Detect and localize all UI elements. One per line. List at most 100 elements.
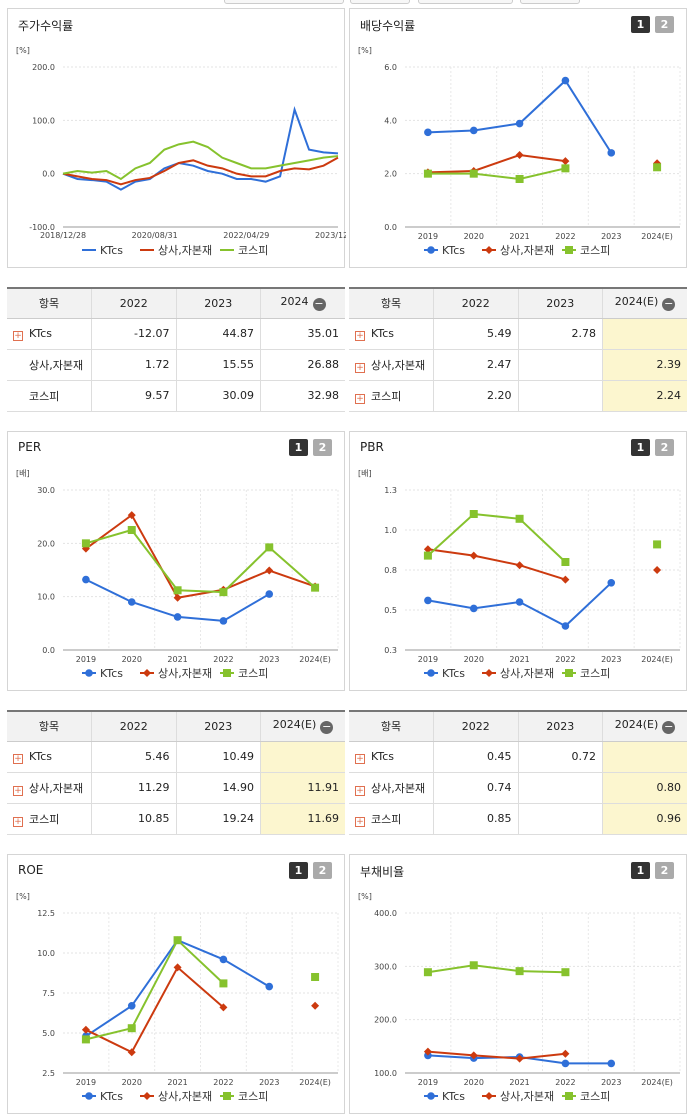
data-point [515, 119, 524, 128]
tab-2[interactable]: 2 [313, 439, 332, 456]
panel-title: PBR [360, 440, 384, 454]
expand-icon[interactable]: + [355, 785, 365, 796]
column-header: 2023 [175, 288, 261, 319]
series-line [427, 548, 566, 581]
tab-2[interactable]: 2 [655, 862, 674, 879]
legend-label: 상사,자본재 [500, 244, 554, 257]
stock-return-panel: 주가수익률 [%] 200.0 100.0 0.0 -100.0 2018/12/28 20… [7, 8, 346, 269]
data-point [469, 551, 478, 560]
dividend-yield-chart: [%] 6.0 4.0 2.0 0.0 2019 2020 2021 2022 2023 2024(… [350, 37, 688, 269]
tab-2[interactable]: 2 [655, 439, 674, 456]
expand-icon[interactable]: + [355, 753, 365, 764]
y-tick-label: 5.0 [42, 1029, 55, 1038]
series-line [85, 938, 225, 1041]
row-label: + KTcs [349, 741, 434, 773]
y-tick-label: 2.5 [42, 1069, 55, 1078]
toolbar-button[interactable] [418, 0, 513, 4]
expand-icon[interactable]: + [13, 785, 23, 796]
legend-marker [427, 246, 435, 254]
collapse-icon[interactable]: − [312, 297, 326, 312]
x-tick-label: 2022 [555, 232, 575, 241]
x-tick-label: 2019 [418, 1078, 438, 1087]
chart-svg: [배] 30.0 20.0 10.0 0.0 2019 2020 2021 2022 2023 20… [16, 469, 339, 680]
x-tick-label: 2023 [601, 232, 621, 241]
data-point [173, 936, 182, 945]
data-point [607, 149, 616, 157]
data-point [515, 1054, 524, 1063]
table-row: 코스피 9.57 30.09 32.98 [7, 380, 345, 412]
y-tick-label: 0.0 [42, 170, 55, 179]
legend-label: KTcs [100, 1090, 123, 1103]
row-label: + 상사,자본재 [349, 772, 434, 804]
table-row: + 상사,자본재 0.74 0.80 [349, 772, 687, 804]
collapse-icon[interactable]: − [662, 720, 676, 735]
expand-icon[interactable]: + [355, 816, 365, 827]
y-tick-label: 6.0 [384, 63, 397, 72]
tab-1[interactable]: 1 [631, 16, 650, 33]
chart-svg: [%] 12.5 10.0 7.5 5.0 2.5 2019 2020 2021 2022 2023… [16, 892, 339, 1103]
legend-marker [485, 246, 493, 254]
data-point [424, 596, 432, 605]
series-1 [423, 151, 662, 177]
data-point [219, 617, 228, 625]
toolbar-button[interactable] [224, 0, 344, 4]
table-header-row: 항목 2022 2023 2024− [7, 288, 345, 319]
stock-return-chart: [%] 200.0 100.0 0.0 -100.0 2018/12/28 2020/08/… [8, 37, 346, 269]
row-label: 상사,자본재 [7, 349, 92, 381]
collapse-icon[interactable]: − [320, 720, 334, 735]
tab-1[interactable]: 1 [289, 862, 308, 879]
legend-label: 상사,자본재 [158, 244, 212, 257]
data-point [423, 1047, 432, 1056]
table-row: + KTcs -12.07 44.87 35.01 [7, 318, 345, 350]
data-point [127, 1048, 136, 1057]
legend-item: KTcs [82, 1090, 123, 1103]
tab-group: 1 2 [631, 16, 674, 33]
y-tick-label: 7.5 [42, 989, 55, 998]
debt-ratio-chart: [%] 400.0 300.0 200.0 100.0 2019 2020 2021 2022 2… [350, 883, 688, 1115]
legend-item: 상사,자본재 [140, 244, 212, 257]
column-header: 2022 [433, 288, 518, 319]
expand-icon[interactable]: + [13, 330, 23, 341]
x-tick-label: 2021 [509, 655, 529, 664]
x-tick-label: 2020/08/31 [132, 231, 178, 240]
pbr-panel: PBR 1 2 [배] 1.3 1.0 0.8 0.5 0.3 2019 2020 2021 20… [349, 431, 687, 691]
table-row: + KTcs 5.46 10.49 [7, 741, 345, 773]
table-row: + 상사,자본재 2.47 2.39 [349, 349, 687, 381]
x-tick-label: 2023/12/28 [315, 231, 346, 240]
dividend-yield-panel: 배당수익률 1 2 [%] 6.0 4.0 2.0 0.0 2019 2020 2021 202… [349, 8, 687, 268]
unit-label: [%] [358, 46, 372, 55]
table-cell: 0.85 [433, 803, 518, 835]
y-tick-label: 4.0 [384, 116, 397, 125]
x-tick-label: 2024(E) [299, 1078, 331, 1087]
x-tick-label: 2019 [418, 232, 438, 241]
y-tick-label: 0.3 [384, 646, 397, 655]
table-cell: -12.07 [91, 318, 176, 350]
legend-marker [427, 669, 435, 677]
series-line [85, 965, 225, 1054]
tab-1[interactable]: 1 [631, 862, 650, 879]
legend-marker [143, 1092, 151, 1100]
legend-label: 상사,자본재 [500, 667, 554, 680]
data-point [173, 586, 182, 595]
x-tick-label: 2022 [555, 655, 575, 664]
tab-1[interactable]: 1 [289, 439, 308, 456]
series-2 [81, 936, 320, 1044]
tab-2[interactable]: 2 [313, 862, 332, 879]
expand-icon[interactable]: + [13, 816, 23, 827]
expand-icon[interactable]: + [13, 753, 23, 764]
table-cell: 26.88 [260, 349, 345, 381]
expand-icon[interactable]: + [355, 330, 365, 341]
series-line [427, 512, 567, 563]
pbr-chart: [배] 1.3 1.0 0.8 0.5 0.3 2019 2020 2021 2022 2023 20… [350, 460, 688, 692]
toolbar-button[interactable] [350, 0, 410, 4]
tab-2[interactable]: 2 [655, 16, 674, 33]
expand-icon[interactable]: + [355, 393, 365, 404]
toolbar-button[interactable] [520, 0, 580, 4]
table-cell [517, 380, 603, 412]
tab-1[interactable]: 1 [631, 439, 650, 456]
collapse-icon[interactable]: − [662, 297, 676, 312]
row-label: + KTcs [349, 318, 434, 350]
data-point [424, 128, 432, 137]
expand-icon[interactable]: + [355, 362, 365, 373]
table-row: + 코스피 10.85 19.24 11.69 [7, 803, 345, 835]
